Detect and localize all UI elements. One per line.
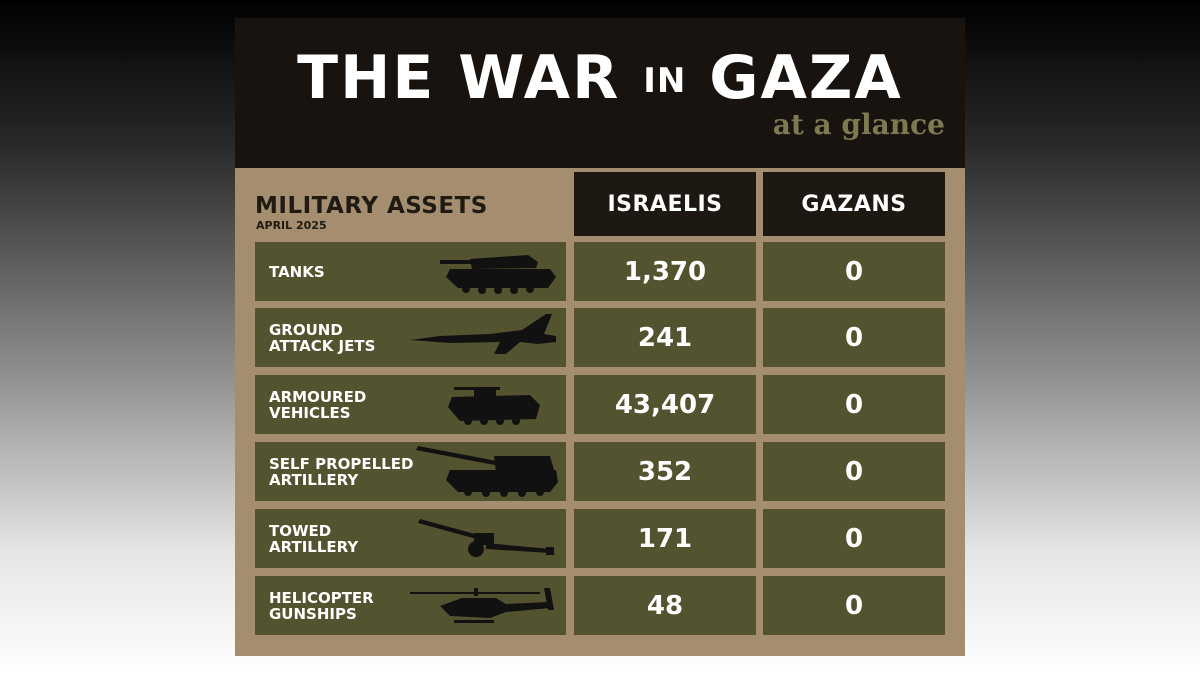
cell-gazans-helicopter: 0	[763, 576, 945, 635]
row-label-text: HELICOPTER GUNSHIPS	[269, 588, 374, 623]
jet-icon	[410, 314, 556, 354]
armoured-vehicle-icon	[448, 387, 540, 425]
row-label-towed: TOWED ARTILLERY	[255, 509, 566, 568]
tank-icon	[440, 255, 556, 294]
cell-gazans-tanks: 0	[763, 242, 945, 301]
cell-gazans-armoured: 0	[763, 375, 945, 434]
title-part-2: IN	[643, 61, 687, 101]
title-part-1: THE WAR	[297, 43, 621, 113]
row-label-tanks: TANKS	[255, 242, 566, 301]
cell-israelis-jets: 241	[574, 308, 756, 367]
cell-israelis-self-propelled: 352	[574, 442, 756, 501]
row-label-text: SELF PROPELLED ARTILLERY	[269, 454, 414, 489]
row-label-text: TOWED ARTILLERY	[269, 521, 359, 556]
row-label-helicopter: HELICOPTER GUNSHIPS	[255, 576, 566, 635]
cell-gazans-towed: 0	[763, 509, 945, 568]
row-label-armoured: ARMOURED VEHICLES	[255, 375, 566, 434]
column-header-israelis: ISRAELIS	[574, 172, 756, 236]
cell-gazans-jets: 0	[763, 308, 945, 367]
row-label-text: GROUND ATTACK JETS	[269, 320, 376, 355]
cell-israelis-helicopter: 48	[574, 576, 756, 635]
towed-artillery-icon	[418, 519, 554, 557]
section-title: MILITARY ASSETS	[255, 193, 488, 219]
title-part-3: GAZA	[709, 43, 903, 113]
cell-israelis-tanks: 1,370	[574, 242, 756, 301]
page-title: THE WAR IN GAZA	[235, 44, 965, 115]
row-label-text: TANKS	[269, 262, 325, 281]
column-header-gazans: GAZANS	[763, 172, 945, 236]
helicopter-icon	[410, 588, 554, 623]
row-label-text: ARMOURED VEHICLES	[269, 387, 367, 422]
infographic-card: THE WAR IN GAZA at a glance MILITARY ASS…	[235, 18, 965, 656]
section-date: APRIL 2025	[256, 219, 327, 232]
header-banner: THE WAR IN GAZA at a glance	[235, 18, 965, 168]
self-propelled-artillery-icon	[416, 446, 558, 497]
cell-israelis-armoured: 43,407	[574, 375, 756, 434]
row-label-self-propelled: SELF PROPELLED ARTILLERY	[255, 442, 566, 501]
row-label-jets: GROUND ATTACK JETS	[255, 308, 566, 367]
page-subtitle: at a glance	[772, 108, 945, 141]
cell-gazans-self-propelled: 0	[763, 442, 945, 501]
cell-israelis-towed: 171	[574, 509, 756, 568]
